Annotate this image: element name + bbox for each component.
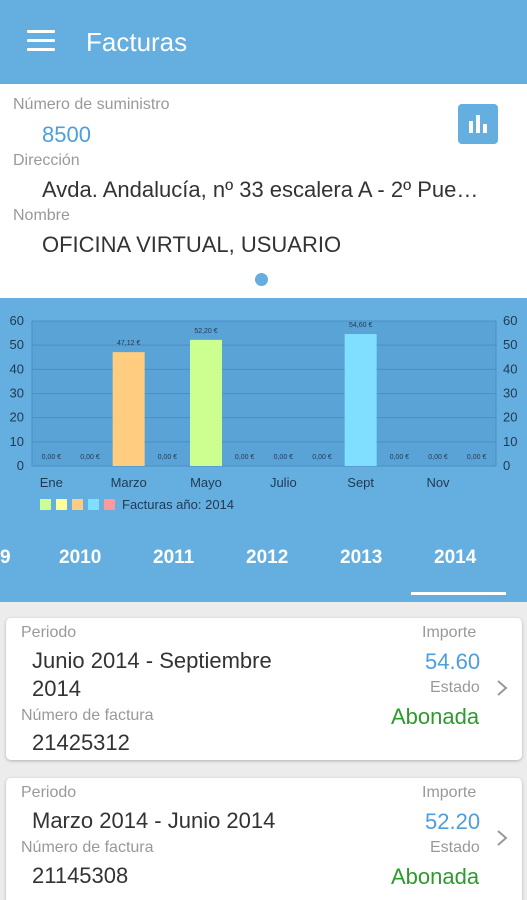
y-tick-label: 20 [10,410,24,425]
invoice-number-label: Número de factura [21,707,154,724]
amount-label: Importe [422,624,477,641]
x-tick-label: Nov [426,475,450,490]
period-label: Periodo [21,784,77,801]
invoice-card[interactable]: Periodo Marzo 2014 - Junio 2014 Número d… [6,778,522,900]
bar-value-label: 0,00 € [467,454,487,461]
y-tick-label: 60 [10,313,24,328]
y-tick-label-right: 60 [503,313,517,328]
status-value: Abonada [391,864,480,889]
menu-icon[interactable] [27,30,55,52]
tab-year-2014[interactable]: 2014 [434,547,477,568]
x-tick-label: Mayo [190,475,222,490]
legend-swatch [72,499,83,510]
year-tabs: 9 2010 2011 2012 2013 2014 [0,520,527,602]
bar-value-label: 0,00 € [235,454,255,461]
supply-number-label: Número de suministro [13,96,170,113]
status-label: Estado [430,679,480,696]
y-tick-label: 10 [10,434,24,449]
page-title: Facturas [86,27,188,57]
x-tick-label: Ene [40,475,63,490]
tab-year-2013[interactable]: 2013 [340,547,383,568]
name-value: OFICINA VIRTUAL, USUARIO [42,232,342,257]
bar-value-label: 54,60 € [349,322,372,329]
period-value: Marzo 2014 - Junio 2014 [32,808,276,833]
invoice-card[interactable]: Periodo Junio 2014 - Septiembre 2014 Núm… [6,618,522,760]
y-tick-label: 30 [10,386,24,401]
y-tick-label-right: 0 [503,458,510,473]
status-value: Abonada [391,704,480,729]
invoice-number-value: 21425312 [32,730,130,755]
bar-value-label: 52,20 € [194,328,217,335]
y-tick-label-right: 40 [503,361,517,376]
y-tick-label-right: 10 [503,434,517,449]
bar-chart: 0 0 10 10 20 20 30 30 40 40 50 50 60 60 0,00 € 0,00 € 47… [10,313,518,512]
period-value: Junio 2014 - Septiembre 2014 [32,648,272,701]
page-indicator-dot [255,273,268,286]
x-tick-label: Julio [270,475,297,490]
tab-year-2009[interactable]: 9 [0,547,11,568]
bar-value-label: 0,00 € [42,454,62,461]
bar-value-label: 0,00 € [158,454,178,461]
invoice-chart: 0 0 10 10 20 20 30 30 40 40 50 50 60 60 0,00 € 0,00 € 47… [0,298,527,520]
address-value: Avda. Andalucía, nº 33 escalera A - 2º P… [42,177,479,202]
x-tick-label: Marzo [111,475,147,490]
legend-swatch [104,499,115,510]
bar [112,352,145,466]
invoice-number-label: Número de factura [21,839,154,856]
bar [190,339,222,466]
invoice-number-value: 21145308 [32,863,129,888]
bar-value-label: 0,00 € [274,454,294,461]
tab-year-2010[interactable]: 2010 [59,547,102,568]
address-label: Dirección [13,152,80,169]
app-bar: Facturas [0,0,527,84]
legend-swatch [40,499,51,510]
legend-swatch [88,499,99,510]
y-tick-label-right: 50 [503,337,517,352]
y-tick-label-right: 20 [503,410,517,425]
bar [344,334,377,466]
chevron-right-icon [497,830,508,846]
bar-value-label: 0,00 € [80,454,100,461]
amount-label: Importe [422,784,477,801]
bar-chart-icon[interactable] [458,104,498,144]
y-tick-label: 50 [10,337,24,352]
status-label: Estado [430,839,480,856]
amount-value: 52.20 [425,809,481,834]
supply-number-value: 8500 [42,122,91,147]
bar-value-label: 0,00 € [312,454,332,461]
y-tick-label: 40 [10,361,24,376]
bar-value-label: 47,12 € [117,340,140,347]
y-tick-label-right: 30 [503,386,517,401]
y-tick-label: 0 [17,458,24,473]
bar-value-label: 0,00 € [428,454,448,461]
bar-value-label: 0,00 € [390,454,410,461]
period-label: Periodo [21,624,77,641]
legend-label: Facturas año: 2014 [122,497,234,512]
tab-year-2011[interactable]: 2011 [153,547,195,568]
supply-info-panel: Número de suministro 8500 Dirección Avda… [0,84,527,298]
legend-swatch [56,499,67,510]
amount-value: 54.60 [425,649,481,674]
tab-year-2012[interactable]: 2012 [246,547,289,568]
chevron-right-icon [497,680,508,696]
x-tick-label: Sept [347,475,374,490]
selected-tab-indicator [411,592,506,595]
name-label: Nombre [13,207,70,224]
